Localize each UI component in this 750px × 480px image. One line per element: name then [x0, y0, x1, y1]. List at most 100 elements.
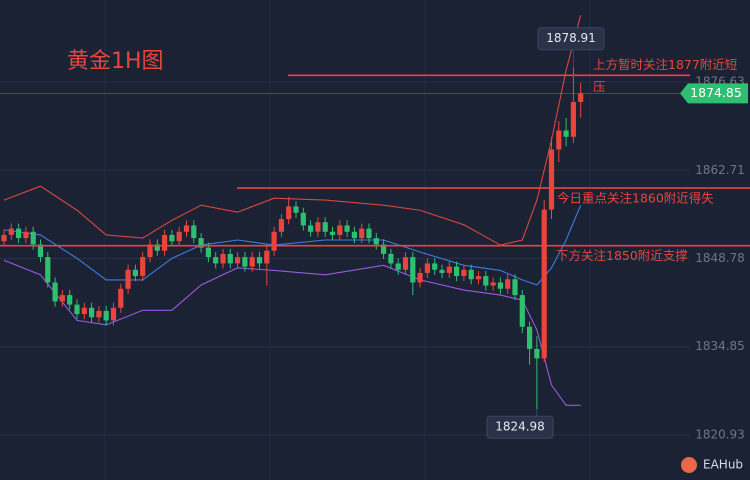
candle-body: [220, 253, 226, 264]
candle-body: [461, 269, 467, 277]
candle-body: [578, 93, 584, 102]
candle-body: [162, 234, 168, 251]
y-tick-label: 1862.71: [695, 163, 745, 177]
candle-body: [505, 279, 511, 289]
candle-body: [235, 257, 241, 264]
candle-body: [198, 238, 204, 248]
candle-body: [52, 282, 58, 302]
candle-body: [417, 272, 423, 283]
candle-body: [213, 257, 219, 264]
candle-body: [395, 263, 401, 270]
candle-body: [497, 282, 503, 289]
candle-body: [176, 231, 182, 242]
candle-body: [1, 234, 7, 242]
candle-body: [169, 234, 175, 242]
candle-body: [570, 101, 576, 137]
price-label-box: [537, 27, 605, 51]
candle-body: [548, 149, 555, 210]
candle-body: [81, 307, 87, 315]
logo-icon: [681, 457, 697, 473]
candle-body: [534, 348, 540, 359]
candle-body: [110, 307, 117, 321]
candle-body: [402, 257, 409, 270]
candle-body: [300, 212, 306, 226]
candle-body: [125, 269, 131, 289]
candle-body: [16, 228, 22, 239]
candle-body: [118, 288, 124, 308]
candle-body: [23, 231, 29, 239]
candle-body: [67, 295, 73, 305]
candle-body: [344, 225, 350, 232]
candle-body: [388, 253, 394, 264]
candle-body: [366, 228, 372, 239]
candle-body: [45, 257, 51, 283]
candle-body: [468, 269, 474, 280]
candle-body: [373, 238, 379, 245]
y-tick-label: 1848.78: [695, 251, 745, 265]
candle-body: [556, 130, 562, 150]
candle-body: [227, 253, 233, 264]
annotation-text: 压: [593, 79, 606, 94]
last-price-tag: [680, 83, 748, 104]
candle-body: [322, 222, 328, 232]
annotation-text: 上方暂时关注1877附近短: [593, 57, 737, 72]
candle-body: [154, 244, 160, 251]
candle-body: [541, 209, 547, 359]
candle-body: [89, 307, 95, 318]
candle-body: [563, 130, 569, 137]
candle-body: [8, 228, 14, 235]
candle-body: [30, 231, 36, 245]
candle-body: [490, 282, 496, 286]
bollinger-band: [3, 204, 582, 286]
candle-body: [132, 269, 138, 277]
candle-body: [424, 263, 430, 273]
candle-body: [191, 225, 197, 239]
candle-body: [205, 247, 211, 258]
candle-body: [315, 222, 321, 232]
candle-body: [103, 310, 109, 321]
candle-body: [512, 279, 518, 296]
candle-body: [242, 257, 248, 267]
candle-body: [96, 310, 102, 318]
candle-body: [337, 225, 343, 235]
bollinger-band: [3, 15, 582, 246]
logo: EAHub: [681, 457, 743, 473]
candle-body: [37, 244, 44, 258]
candle-body: [527, 326, 533, 349]
y-tick-label: 1820.93: [695, 427, 745, 441]
candle-body: [256, 257, 263, 264]
candle-body: [249, 257, 255, 267]
candle-body: [410, 257, 416, 283]
candle-body: [483, 276, 489, 286]
candle-body: [432, 263, 438, 270]
candle-body: [278, 219, 284, 232]
candle-body: [183, 225, 190, 232]
price-label: 1824.98: [495, 420, 545, 434]
candle-body: [454, 266, 460, 277]
candle-body: [475, 276, 482, 280]
candle-body: [271, 231, 277, 251]
candle-body: [329, 231, 336, 235]
chart-title: 黄金1H图: [67, 49, 164, 74]
candle-body: [519, 295, 525, 327]
candle-body: [264, 250, 270, 264]
candle-body: [293, 206, 299, 213]
last-price-label: 1874.85: [690, 85, 742, 100]
price-label-box: [486, 415, 554, 439]
annotation-text: 今日重点关注1860附近得失: [557, 191, 714, 206]
annotation-text: 下方关注1850附近支撑: [556, 248, 688, 263]
y-tick-label: 1834.85: [695, 339, 745, 353]
candle-body: [308, 225, 314, 232]
logo-text: EAHub: [703, 458, 743, 472]
candle-body: [140, 257, 146, 277]
candle-body: [381, 244, 387, 254]
candle-body: [351, 231, 357, 239]
candle-body: [359, 228, 365, 239]
candle-body: [446, 266, 452, 273]
bollinger-band: [3, 259, 581, 406]
candle-body: [74, 304, 80, 315]
candle-body: [286, 206, 292, 220]
price-label: 1878.91: [546, 31, 596, 45]
candle-body: [147, 244, 153, 258]
